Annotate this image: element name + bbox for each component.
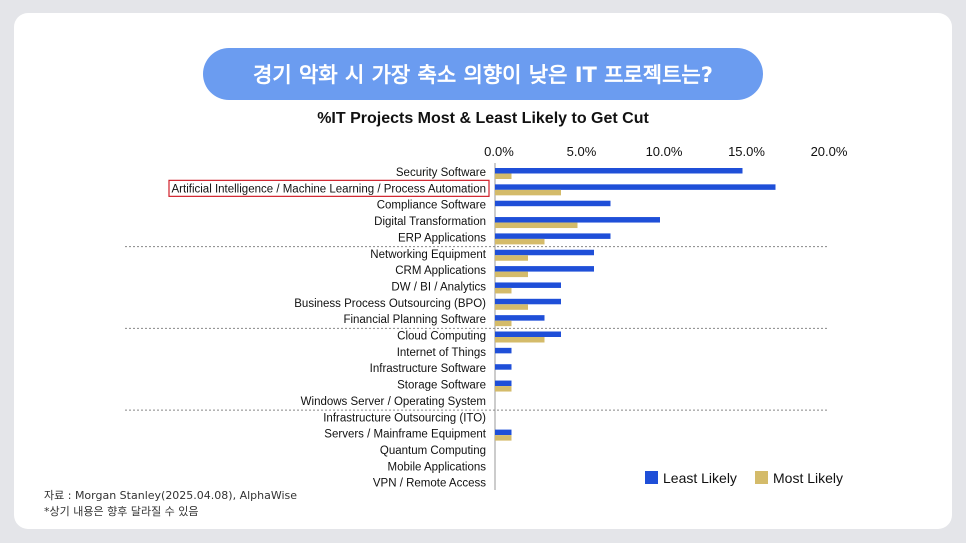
category-label: Financial Planning Software <box>343 314 486 326</box>
bar-least-likely <box>495 282 561 288</box>
bar-most-likely <box>495 222 578 229</box>
bar-least-likely <box>495 200 611 207</box>
bar-least-likely <box>495 233 611 239</box>
category-label: Business Process Outsourcing (BPO) <box>294 298 486 310</box>
category-label: Infrastructure Software <box>370 363 486 375</box>
bar-most-likely <box>495 173 512 179</box>
category-label: Storage Software <box>397 380 486 392</box>
headline: 경기 악화 시 가장 축소 의향이 낮은 IT 프로젝트는? <box>203 48 763 100</box>
bar-least-likely <box>495 380 512 387</box>
bar-most-likely <box>495 435 512 441</box>
category-label: Servers / Mainframe Equipment <box>324 429 487 441</box>
category-label: Windows Server / Operating System <box>301 396 486 408</box>
category-label: Networking Equipment <box>370 249 487 261</box>
category-label: Infrastructure Outsourcing (ITO) <box>323 412 486 424</box>
bar-most-likely <box>495 337 545 343</box>
category-label: Mobile Applications <box>388 461 487 473</box>
legend-label: Most Likely <box>773 470 843 486</box>
x-tick-label: 10.0% <box>646 144 683 159</box>
bar-least-likely <box>495 331 561 337</box>
bar-least-likely <box>495 364 512 370</box>
bar-most-likely <box>495 271 528 278</box>
bar-least-likely <box>495 217 660 223</box>
legend-swatch <box>645 471 658 484</box>
legend-label: Least Likely <box>663 470 737 486</box>
category-label: Digital Transformation <box>374 216 486 228</box>
bar-least-likely <box>495 184 776 190</box>
x-tick-label: 0.0% <box>484 144 514 159</box>
category-label: DW / BI / Analytics <box>391 281 486 293</box>
bar-most-likely <box>495 255 528 261</box>
x-tick-label: 20.0% <box>811 144 848 159</box>
highlight-box <box>168 179 490 197</box>
category-label: Artificial Intelligence / Machine Learni… <box>172 183 487 195</box>
category-label: Internet of Things <box>397 347 487 359</box>
x-tick-label: 15.0% <box>728 144 765 159</box>
bar-most-likely <box>495 386 512 392</box>
bar-least-likely <box>495 315 545 321</box>
category-label: Quantum Computing <box>380 445 486 457</box>
category-label: ERP Applications <box>398 232 486 244</box>
bar-least-likely <box>495 266 594 272</box>
bar-least-likely <box>495 347 512 354</box>
category-label: Security Software <box>396 167 486 179</box>
category-label: Cloud Computing <box>397 331 486 343</box>
bar-most-likely <box>495 304 528 310</box>
bar-most-likely <box>495 189 561 196</box>
category-label: VPN / Remote Access <box>373 478 486 490</box>
category-label: CRM Applications <box>395 265 486 277</box>
bar-most-likely <box>495 238 545 245</box>
bar-most-likely <box>495 287 512 294</box>
bar-least-likely <box>495 298 561 305</box>
source-note: 자료 : Morgan Stanley(2025.04.08), AlphaWi… <box>44 489 298 502</box>
category-label: Compliance Software <box>377 200 486 212</box>
bar-least-likely <box>495 429 512 436</box>
legend-swatch <box>755 471 768 484</box>
x-tick-label: 5.0% <box>567 144 597 159</box>
bar-least-likely <box>495 249 594 256</box>
disclaimer: *상기 내용은 향후 달라질 수 있음 <box>44 505 199 518</box>
bar-most-likely <box>495 320 512 327</box>
bar-least-likely <box>495 168 743 174</box>
chart-title: %IT Projects Most & Least Likely to Get … <box>317 110 649 127</box>
